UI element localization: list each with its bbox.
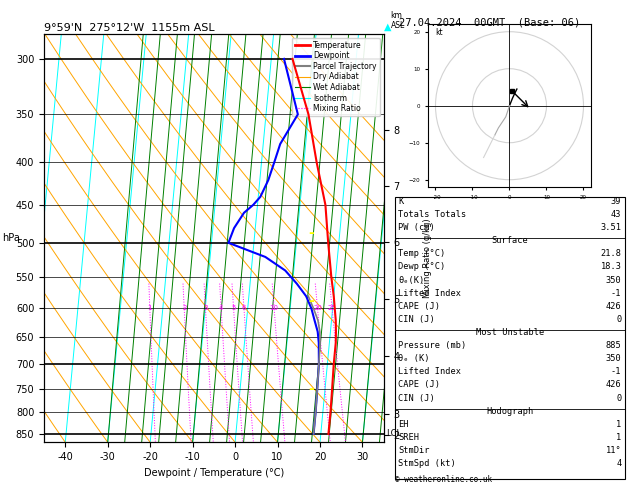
Text: hPa: hPa [3, 233, 20, 243]
Text: θₑ (K): θₑ (K) [398, 354, 430, 363]
Text: Pressure (mb): Pressure (mb) [398, 341, 467, 350]
Text: ▲: ▲ [384, 21, 392, 32]
Text: SREH: SREH [398, 433, 419, 442]
Text: 1: 1 [616, 433, 621, 442]
Text: 43: 43 [611, 210, 621, 219]
Text: 1: 1 [148, 306, 152, 312]
Text: 6: 6 [242, 306, 246, 312]
Text: K: K [398, 197, 403, 206]
Legend: Temperature, Dewpoint, Parcel Trajectory, Dry Adiabat, Wet Adiabat, Isotherm, Mi: Temperature, Dewpoint, Parcel Trajectory… [292, 38, 380, 116]
Text: StmSpd (kt): StmSpd (kt) [398, 459, 456, 468]
Text: CAPE (J): CAPE (J) [398, 302, 440, 311]
Text: 3: 3 [203, 306, 208, 312]
Text: 350: 350 [606, 354, 621, 363]
Text: 885: 885 [606, 341, 621, 350]
Text: Most Unstable: Most Unstable [476, 328, 544, 337]
Text: CAPE (J): CAPE (J) [398, 381, 440, 389]
Text: 3.51: 3.51 [601, 223, 621, 232]
Text: PW (cm): PW (cm) [398, 223, 435, 232]
Text: 25: 25 [328, 306, 337, 312]
Text: -1: -1 [611, 367, 621, 376]
Text: 27.04.2024  00GMT  (Base: 06): 27.04.2024 00GMT (Base: 06) [399, 17, 581, 27]
Text: 0: 0 [616, 315, 621, 324]
Text: Dewp (°C): Dewp (°C) [398, 262, 445, 272]
Text: LCL: LCL [386, 429, 401, 437]
Text: -1: -1 [611, 289, 621, 298]
Text: Totals Totals: Totals Totals [398, 210, 467, 219]
Text: θₑ(K): θₑ(K) [398, 276, 425, 285]
Text: 1: 1 [616, 420, 621, 429]
Text: -: - [308, 226, 314, 240]
X-axis label: Dewpoint / Temperature (°C): Dewpoint / Temperature (°C) [144, 468, 284, 478]
Text: 11°: 11° [606, 446, 621, 455]
Text: StmDir: StmDir [398, 446, 430, 455]
Text: 10: 10 [270, 306, 279, 312]
Text: km
ASL: km ASL [391, 11, 404, 30]
Text: 39: 39 [611, 197, 621, 206]
Text: Surface: Surface [491, 236, 528, 245]
Text: 9°59'N  275°12'W  1155m ASL: 9°59'N 275°12'W 1155m ASL [44, 23, 214, 33]
Text: EH: EH [398, 420, 409, 429]
Text: 350: 350 [606, 276, 621, 285]
Text: © weatheronline.co.uk: © weatheronline.co.uk [395, 474, 492, 484]
Text: Mixing Ratio (g/kg): Mixing Ratio (g/kg) [423, 219, 432, 298]
Text: Lifted Index: Lifted Index [398, 289, 461, 298]
Text: Hodograph: Hodograph [486, 407, 533, 416]
Text: 426: 426 [606, 381, 621, 389]
Text: 5: 5 [231, 306, 236, 312]
Text: 2: 2 [182, 306, 186, 312]
Text: CIN (J): CIN (J) [398, 394, 435, 402]
Text: Temp (°C): Temp (°C) [398, 249, 445, 259]
Text: 426: 426 [606, 302, 621, 311]
Text: -: - [308, 382, 314, 396]
Text: 4: 4 [616, 459, 621, 468]
Text: CIN (J): CIN (J) [398, 315, 435, 324]
Text: kt: kt [435, 28, 443, 37]
Text: -: - [308, 295, 314, 308]
Text: 21.8: 21.8 [601, 249, 621, 259]
Text: 20: 20 [313, 306, 322, 312]
Text: Lifted Index: Lifted Index [398, 367, 461, 376]
Text: 18.3: 18.3 [601, 262, 621, 272]
Text: 4: 4 [219, 306, 223, 312]
Text: 0: 0 [616, 394, 621, 402]
